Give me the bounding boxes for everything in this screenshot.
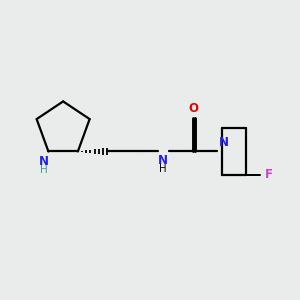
Text: H: H: [160, 164, 167, 173]
Text: N: N: [39, 155, 49, 168]
Text: F: F: [265, 168, 273, 181]
Text: O: O: [189, 102, 199, 115]
Text: N: N: [158, 154, 168, 167]
Text: H: H: [40, 165, 48, 175]
Text: N: N: [219, 136, 229, 148]
